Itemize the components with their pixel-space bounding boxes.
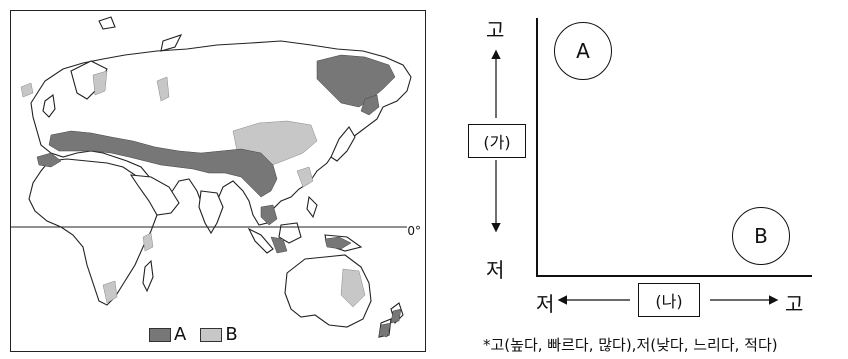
comparison-graph: 고 저 (가) 저 고 (나) A B *고(높다, 빠르다, 많다),저(낮다…: [440, 0, 848, 359]
equator-label: 0°: [407, 224, 421, 238]
philippines: [306, 195, 318, 219]
sumatra: [247, 227, 274, 254]
axis-arrows: [491, 49, 779, 305]
point-b: B: [732, 207, 790, 265]
svalbard: [98, 16, 116, 30]
y-axis-low-label: 저: [486, 258, 505, 282]
x-axis-line: [536, 275, 812, 277]
legend-label-b: B: [225, 324, 238, 345]
y-axis-line: [536, 18, 538, 276]
india-landmass: [198, 190, 224, 235]
map-legend: A B: [149, 324, 238, 345]
y-axis-high-label: 고: [486, 18, 505, 42]
eurasia-africa-map: [11, 16, 412, 338]
arabia-landmass: [129, 174, 180, 216]
legend-swatch-b: [200, 327, 223, 342]
britain: [42, 94, 56, 118]
japan: [330, 126, 356, 162]
world-map-panel: 0° A B: [10, 10, 426, 352]
borneo: [278, 222, 302, 244]
x-axis-high-label: 고: [785, 292, 804, 316]
x-axis-low-label: 저: [536, 292, 555, 316]
legend-swatch-a: [149, 327, 171, 342]
novaya-zemlya: [160, 34, 183, 52]
point-a: A: [554, 22, 612, 80]
legend-label-a: A: [174, 324, 187, 345]
footnote: *고(높다, 빠르다, 많다),저(낮다, 느리다, 적다): [483, 336, 778, 354]
eurasia-landmass: [30, 40, 412, 226]
madagascar: [142, 259, 154, 293]
y-axis-box: (가): [468, 124, 526, 158]
legend-item-a: A: [149, 324, 186, 345]
x-axis-box: (나): [638, 283, 700, 317]
region-a-areas: [36, 54, 402, 338]
legend-item-b: B: [200, 324, 238, 345]
